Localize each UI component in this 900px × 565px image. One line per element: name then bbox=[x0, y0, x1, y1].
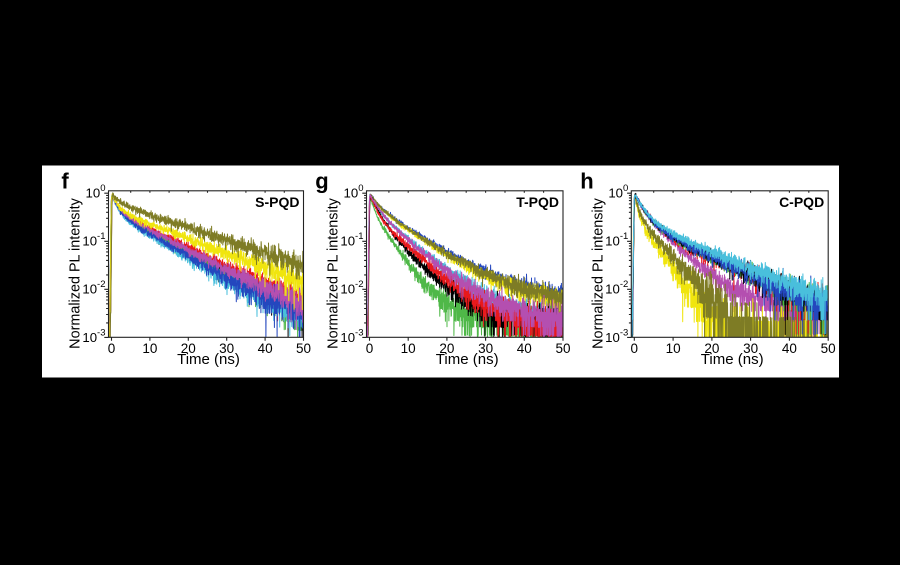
svg-text:Normalized PL intensity: Normalized PL intensity bbox=[326, 197, 342, 348]
svg-text:f: f bbox=[61, 169, 69, 194]
svg-text:h: h bbox=[580, 169, 593, 194]
svg-text:10-1: 10-1 bbox=[82, 231, 105, 249]
svg-text:50: 50 bbox=[821, 341, 836, 356]
svg-text:20: 20 bbox=[181, 341, 196, 356]
svg-text:50: 50 bbox=[296, 341, 311, 356]
svg-text:10: 10 bbox=[142, 341, 157, 356]
svg-text:10-3: 10-3 bbox=[82, 327, 105, 345]
svg-text:100: 100 bbox=[344, 183, 364, 201]
svg-text:20: 20 bbox=[704, 341, 719, 356]
svg-text:T-PQD: T-PQD bbox=[516, 194, 559, 210]
svg-text:100: 100 bbox=[608, 183, 628, 201]
svg-text:g: g bbox=[315, 169, 328, 194]
svg-text:10-2: 10-2 bbox=[605, 279, 628, 297]
svg-text:0: 0 bbox=[631, 341, 639, 356]
svg-text:Normalized PL intensity: Normalized PL intensity bbox=[590, 197, 606, 348]
svg-text:10-3: 10-3 bbox=[605, 327, 628, 345]
svg-text:S-PQD: S-PQD bbox=[255, 194, 299, 210]
svg-text:10-1: 10-1 bbox=[605, 231, 628, 249]
svg-text:10-1: 10-1 bbox=[340, 231, 363, 249]
svg-text:Time (ns): Time (ns) bbox=[177, 351, 240, 368]
svg-text:30: 30 bbox=[743, 341, 758, 356]
svg-text:10-2: 10-2 bbox=[82, 279, 105, 297]
svg-text:0: 0 bbox=[108, 341, 116, 356]
svg-text:40: 40 bbox=[782, 341, 797, 356]
svg-text:30: 30 bbox=[219, 341, 234, 356]
svg-text:50: 50 bbox=[555, 341, 570, 356]
svg-text:C-PQD: C-PQD bbox=[779, 194, 824, 210]
svg-text:10: 10 bbox=[401, 341, 416, 356]
svg-text:Normalized PL intensity: Normalized PL intensity bbox=[68, 197, 84, 348]
svg-text:10: 10 bbox=[666, 341, 681, 356]
svg-text:10-2: 10-2 bbox=[340, 279, 363, 297]
svg-text:40: 40 bbox=[258, 341, 273, 356]
svg-text:0: 0 bbox=[366, 341, 374, 356]
svg-text:20: 20 bbox=[439, 341, 454, 356]
svg-text:30: 30 bbox=[478, 341, 493, 356]
svg-text:Time (ns): Time (ns) bbox=[701, 351, 764, 368]
svg-text:100: 100 bbox=[86, 183, 106, 201]
svg-text:40: 40 bbox=[517, 341, 532, 356]
svg-text:10-3: 10-3 bbox=[340, 327, 363, 345]
svg-text:Time (ns): Time (ns) bbox=[436, 351, 499, 368]
